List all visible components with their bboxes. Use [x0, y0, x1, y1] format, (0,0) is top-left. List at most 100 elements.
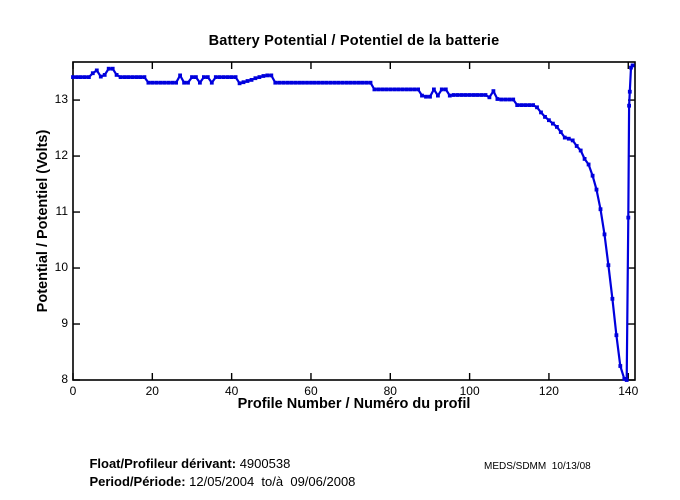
data-point-marker: [624, 378, 629, 382]
data-point-marker: [388, 87, 393, 92]
data-point-marker: [174, 80, 178, 85]
data-point-marker: [281, 80, 286, 85]
data-point-marker: [356, 80, 361, 85]
data-point-marker: [241, 80, 246, 85]
data-point-marker: [348, 80, 353, 85]
data-point-marker: [198, 80, 202, 85]
data-point-marker: [392, 87, 397, 92]
data-point-marker: [396, 87, 401, 92]
data-point-marker: [186, 80, 190, 85]
data-point-marker: [328, 80, 333, 85]
data-point-marker: [471, 93, 476, 97]
data-point-marker: [627, 103, 631, 108]
data-point-marker: [87, 75, 91, 79]
data-point-marker: [110, 66, 115, 71]
data-point-marker: [626, 215, 631, 220]
data-point-marker: [487, 95, 492, 100]
data-point-marker: [511, 97, 516, 102]
data-point-marker: [305, 80, 309, 85]
period-line: Period/Période: 12/05/2004 to/à 09/06/20…: [75, 459, 355, 500]
data-point-marker: [162, 80, 167, 85]
data-point-marker: [618, 364, 623, 368]
data-point-marker: [273, 80, 278, 85]
data-point-marker: [313, 80, 317, 85]
data-point-marker: [400, 87, 405, 92]
data-point-marker: [436, 93, 440, 98]
data-point-marker: [98, 74, 103, 79]
data-point-marker: [519, 103, 524, 107]
data-point-marker: [416, 87, 420, 92]
data-point-marker: [535, 105, 539, 110]
data-point-marker: [566, 136, 571, 141]
data-point-marker: [424, 94, 428, 99]
data-point-marker: [253, 76, 258, 81]
data-point-marker: [432, 87, 436, 92]
data-point-marker: [570, 138, 575, 143]
y-tick-label: 10: [54, 260, 68, 275]
data-point-marker: [142, 75, 147, 79]
x-axis-label: Profile Number / Numéro du profil: [237, 396, 471, 412]
meds-credit-stamp: MEDS/SDMM 10/13/08: [484, 461, 591, 472]
data-point-marker: [213, 75, 218, 79]
data-point-marker: [594, 187, 599, 192]
data-point-marker: [237, 81, 242, 86]
data-point-marker: [269, 73, 274, 78]
data-point-marker: [285, 80, 290, 85]
data-point-marker: [217, 75, 222, 79]
data-point-marker: [229, 75, 234, 79]
data-point-marker: [233, 75, 238, 79]
data-point-marker: [408, 87, 412, 92]
data-point-marker: [340, 80, 345, 85]
data-point-marker: [158, 80, 163, 85]
data-point-marker: [332, 80, 337, 85]
data-point-marker: [118, 75, 123, 79]
data-point-marker: [610, 296, 615, 301]
period-value: 12/05/2004 to/à 09/06/2008: [185, 474, 356, 489]
data-point-marker: [562, 135, 567, 140]
chart-title: Battery Potential / Potentiel de la batt…: [208, 33, 500, 49]
data-point-marker: [221, 75, 226, 79]
data-point-marker: [574, 144, 579, 148]
data-point-marker: [265, 73, 270, 78]
data-point-marker: [443, 87, 448, 92]
data-point-marker: [257, 75, 262, 79]
data-point-marker: [261, 74, 266, 78]
period-label: Period/Période:: [89, 474, 186, 489]
y-tick-label: 11: [55, 204, 68, 219]
data-point-marker: [451, 93, 456, 97]
data-point-marker: [602, 232, 607, 237]
data-point-marker: [166, 80, 171, 85]
data-point-marker: [146, 80, 151, 85]
data-point-marker: [324, 80, 329, 85]
data-point-marker: [245, 79, 250, 83]
data-point-marker: [539, 110, 543, 115]
data-point-marker: [122, 75, 127, 79]
x-tick-label: 120: [538, 384, 559, 398]
data-point-marker: [336, 80, 341, 85]
data-point-marker: [447, 93, 452, 98]
data-point-marker: [297, 80, 301, 85]
float-label: Float/Profileur dérivant:: [89, 456, 237, 471]
data-point-marker: [344, 80, 349, 85]
data-point-marker: [150, 80, 155, 85]
data-point-marker: [622, 377, 627, 381]
data-point-marker: [527, 103, 531, 107]
data-point-marker: [630, 63, 635, 68]
data-point-marker: [277, 80, 282, 85]
data-point-marker: [459, 93, 464, 97]
data-point-marker: [360, 80, 365, 85]
data-point-marker: [463, 93, 468, 97]
axes-box: [72, 61, 636, 381]
data-point-marker: [627, 89, 632, 94]
data-point-marker: [114, 73, 119, 77]
data-point-marker: [578, 148, 583, 153]
data-point-marker: [547, 118, 551, 123]
data-point-marker: [90, 71, 95, 76]
data-point-marker: [503, 97, 508, 102]
y-tick-label: 8: [61, 372, 68, 386]
data-point-marker: [499, 97, 504, 102]
float-value: 4900538: [236, 456, 291, 471]
data-point-marker: [170, 80, 175, 85]
data-point-marker: [79, 75, 83, 79]
data-point-marker: [134, 75, 139, 79]
